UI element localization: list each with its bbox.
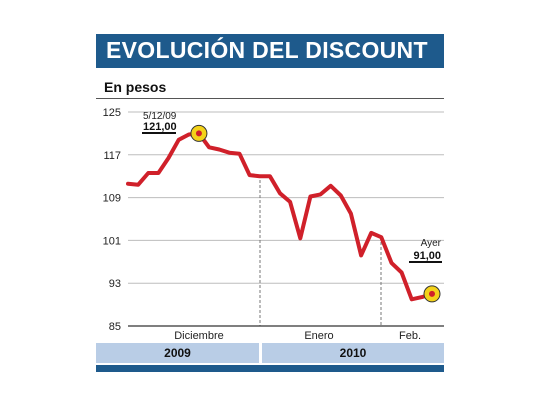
highlight-dot-0 — [195, 130, 202, 137]
data-point — [278, 191, 282, 195]
y-tick-label-101: 101 — [103, 235, 121, 247]
annotation-value-max: 121,00 — [143, 121, 177, 133]
data-point — [146, 171, 150, 175]
data-point — [156, 171, 160, 175]
data-point — [177, 138, 181, 142]
annotation-date-last: Ayer — [421, 238, 442, 249]
x-tick-label-1: Enero — [304, 330, 333, 342]
chart-subtitle: En pesos — [104, 79, 167, 95]
data-point — [400, 270, 404, 275]
y-tick-label-109: 109 — [103, 193, 121, 205]
data-point — [389, 261, 394, 265]
data-point — [217, 147, 221, 152]
data-point — [318, 192, 323, 196]
data-point — [248, 173, 252, 177]
data-point — [237, 152, 242, 156]
annotation-value-last: 91,00 — [413, 250, 441, 262]
axis-layer: 125 117 109 101 93 85 Diciembre Enero Feb. — [103, 107, 444, 342]
data-point — [420, 295, 424, 299]
data-point — [410, 297, 414, 301]
data-point — [329, 184, 333, 188]
data-point — [369, 231, 373, 235]
x-tick-label-2: Feb. — [399, 330, 421, 342]
series-line — [126, 131, 434, 302]
data-point — [298, 236, 302, 240]
data-point — [166, 156, 171, 160]
data-point — [126, 182, 130, 186]
year-label-2009: 2009 — [96, 343, 259, 363]
data-point — [207, 145, 211, 149]
data-point — [308, 194, 312, 199]
data-point — [227, 151, 231, 155]
y-tick-label-93: 93 — [109, 278, 121, 290]
grid-layer — [128, 111, 444, 362]
highlight-dot-1 — [429, 290, 435, 297]
x-tick-label-0: Diciembre — [174, 330, 224, 342]
y-tick-label-125: 125 — [103, 107, 121, 119]
data-point — [349, 212, 353, 216]
data-point — [187, 132, 191, 137]
chart-title: EVOLUCIÓN DEL DISCOUNT — [106, 37, 428, 63]
series-layer — [126, 131, 434, 302]
y-tick-label-85: 85 — [109, 321, 121, 333]
data-point — [258, 174, 262, 178]
data-point — [339, 193, 343, 198]
y-tick-label-117: 117 — [103, 150, 121, 162]
data-point — [136, 183, 140, 187]
year-row: 2009 2010 — [96, 343, 444, 363]
bottom-bar — [96, 365, 444, 372]
data-point — [379, 235, 383, 239]
data-point — [288, 200, 292, 204]
year-label-2010: 2010 — [262, 343, 444, 363]
title-bar: EVOLUCIÓN DEL DISCOUNT — [96, 34, 444, 68]
subtitle-rule — [96, 98, 444, 99]
data-point — [268, 174, 272, 178]
annotation-date-max: 5/12/09 — [143, 111, 177, 122]
data-point — [359, 253, 363, 257]
